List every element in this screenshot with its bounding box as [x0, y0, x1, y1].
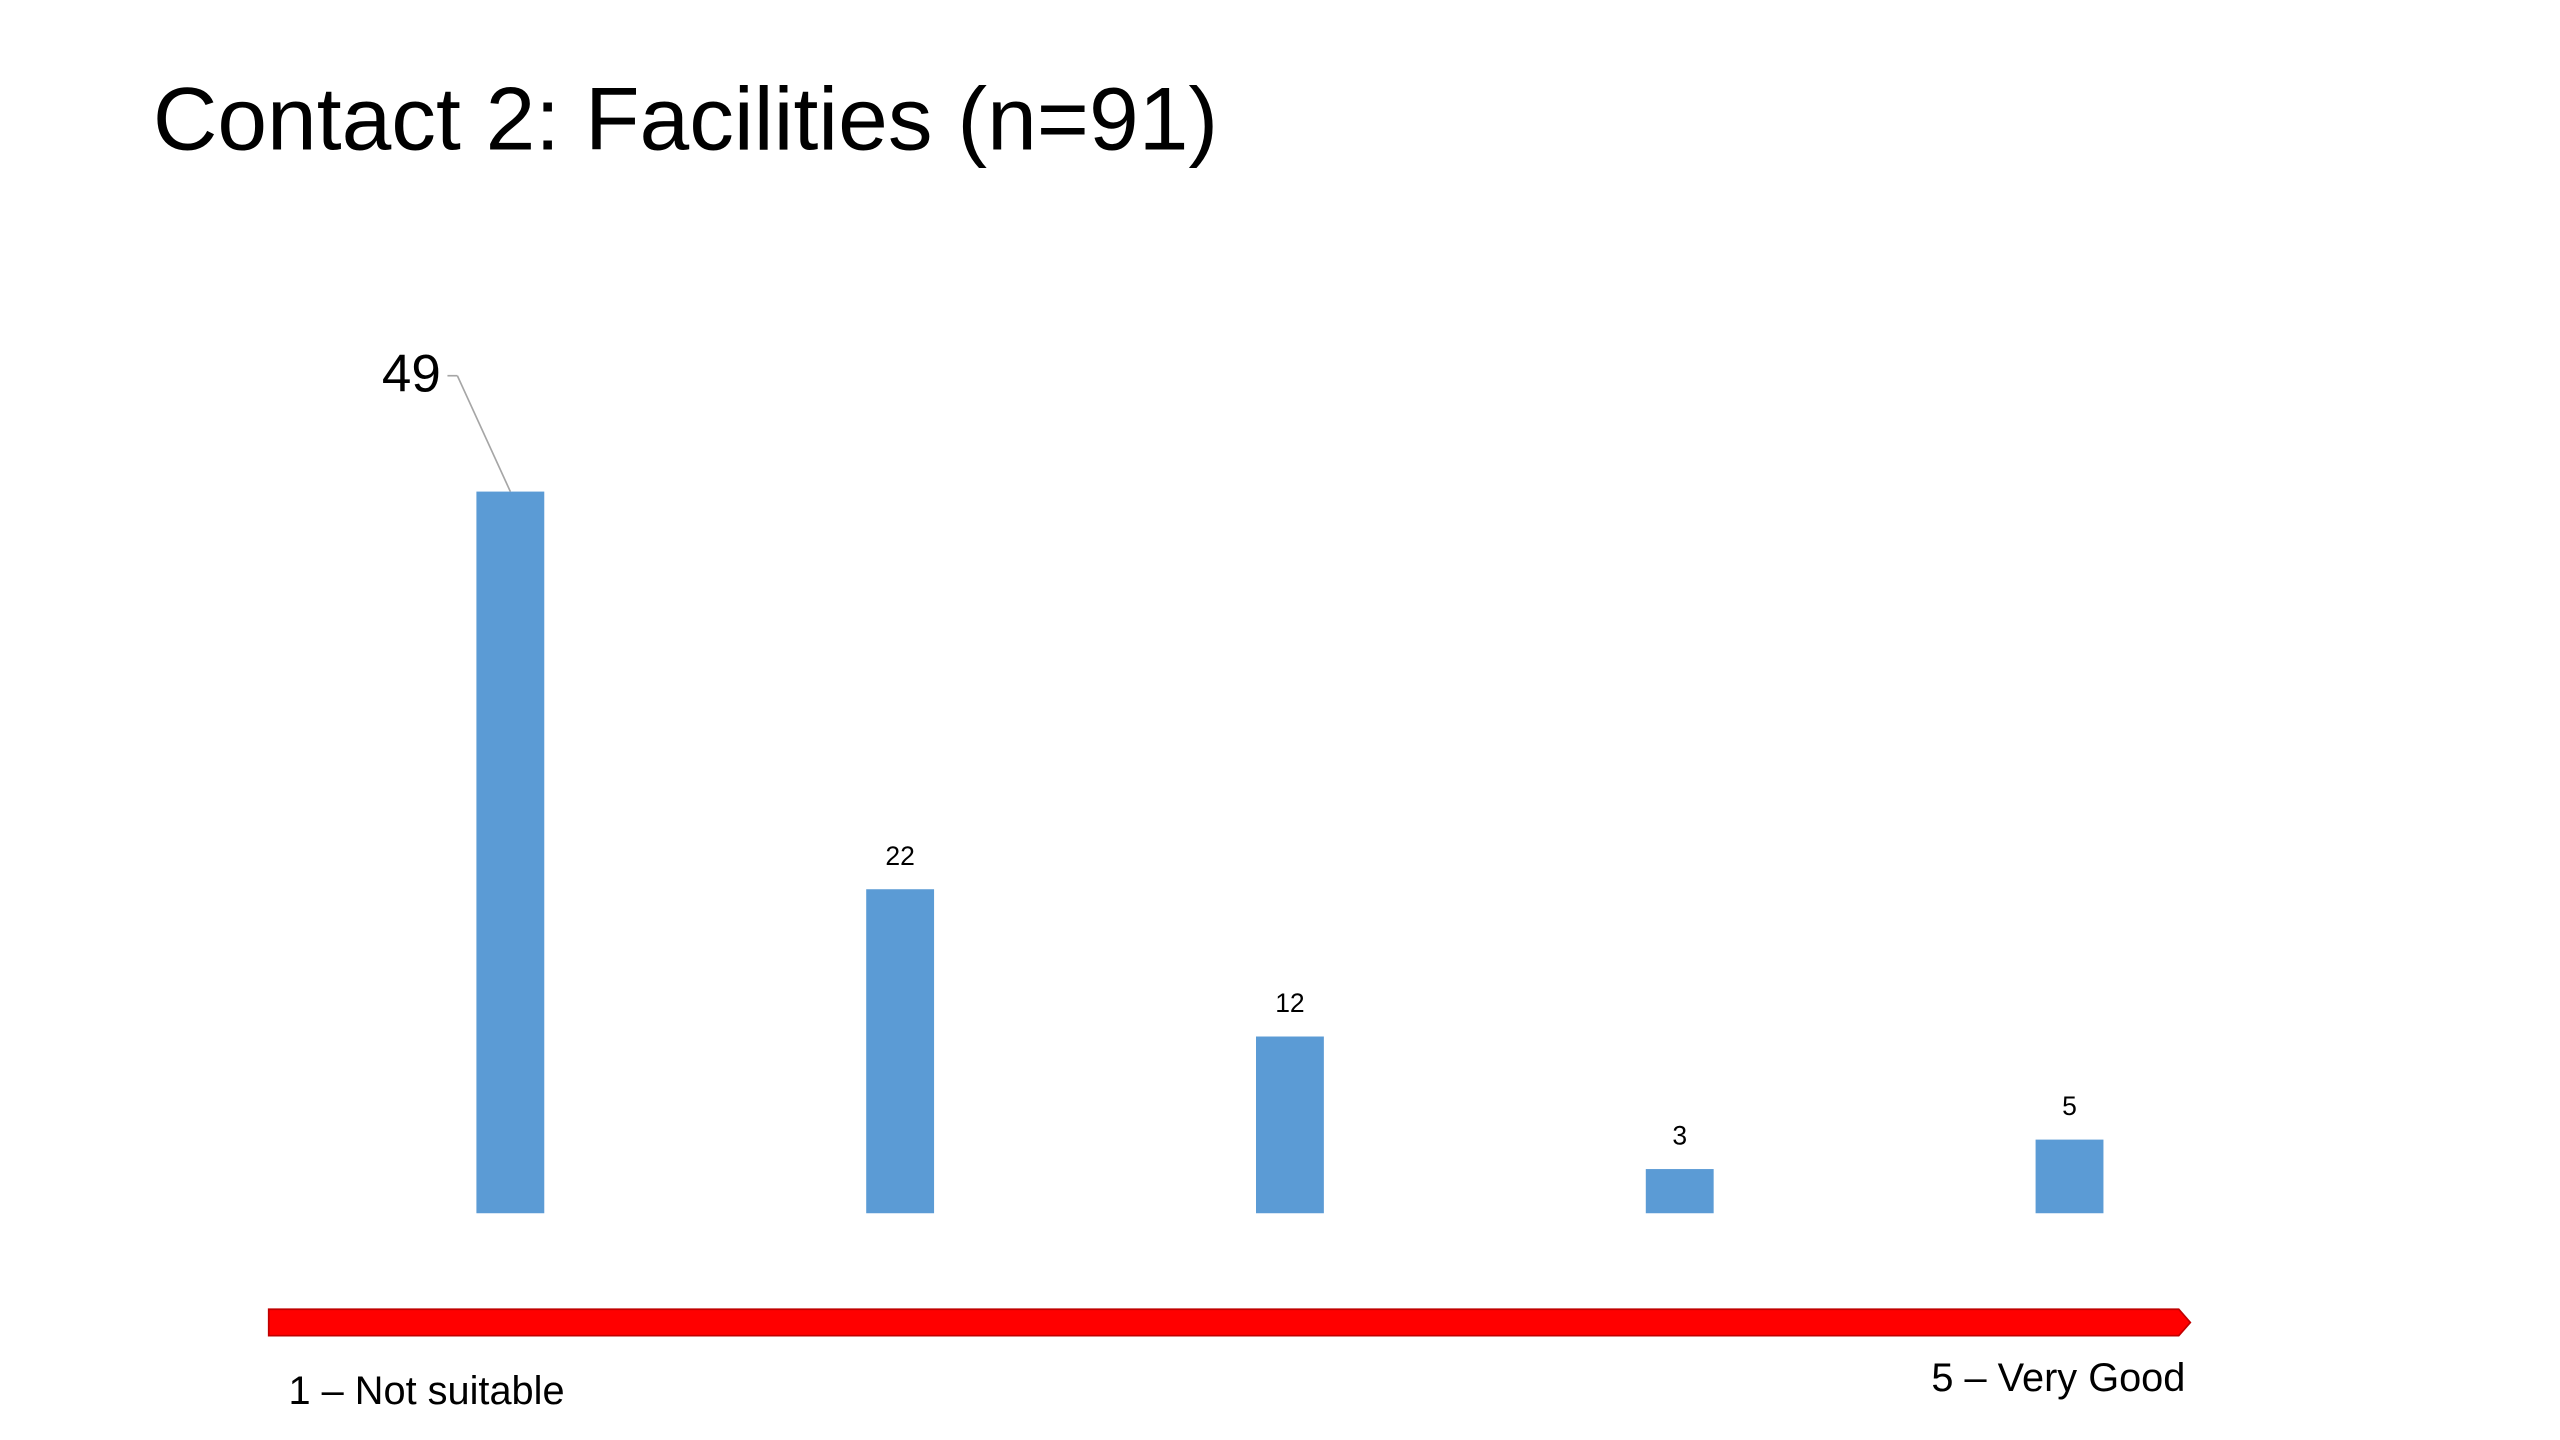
bar	[1645, 1169, 1714, 1214]
value-label: 49	[382, 344, 441, 403]
bar	[866, 889, 935, 1214]
x-end-label: 5 – Very Good	[1931, 1356, 2185, 1400]
bar	[476, 491, 545, 1214]
value-label: 5	[2062, 1091, 2077, 1121]
scale-arrow	[267, 1308, 2192, 1337]
label-leader	[456, 375, 512, 492]
value-label: 12	[1275, 988, 1304, 1018]
bar	[2035, 1139, 2104, 1214]
bar	[1256, 1036, 1324, 1214]
x-start-label: 1 – Not suitable	[289, 1369, 565, 1413]
value-label: 3	[1672, 1121, 1687, 1151]
chart-title: Contact 2: Facilities (n=91)	[153, 68, 1218, 168]
value-label: 22	[885, 841, 914, 871]
